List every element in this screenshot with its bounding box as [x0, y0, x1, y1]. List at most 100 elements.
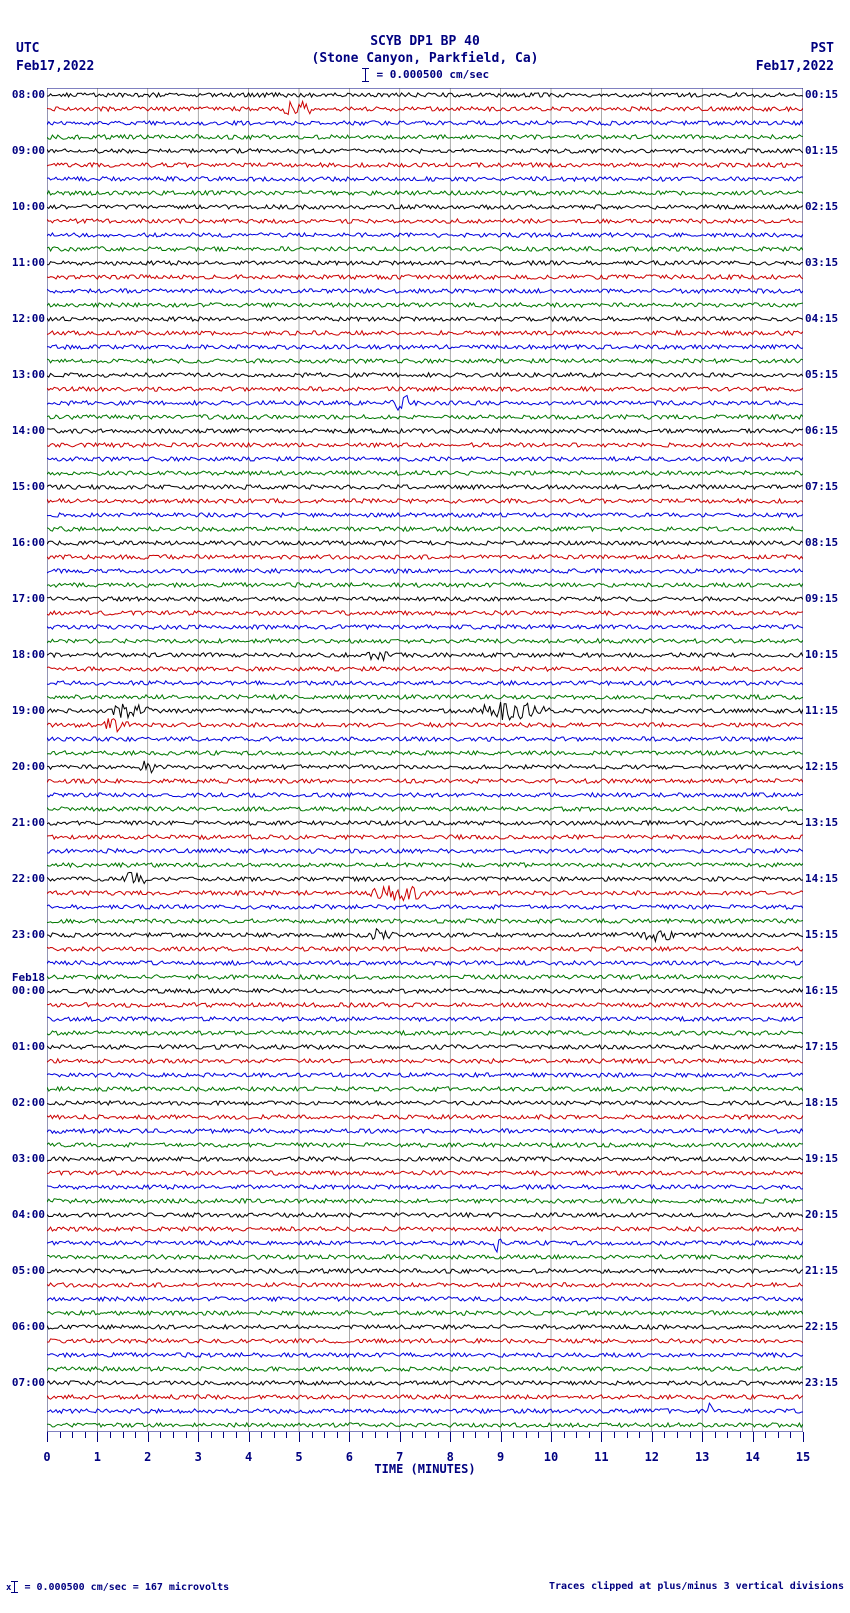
trace-row	[47, 1339, 803, 1343]
y-label-left: 23:00	[12, 928, 45, 941]
trace-row	[47, 1213, 803, 1217]
trace-row	[47, 929, 803, 942]
trace-row	[47, 583, 803, 587]
y-label-left: 14:00	[12, 424, 45, 437]
y-label-left: 03:00	[12, 1152, 45, 1165]
y-label-right: 12:15	[805, 760, 838, 773]
y-label-right: 16:15	[805, 984, 838, 997]
trace-row	[47, 863, 803, 867]
x-axis-title: TIME (MINUTES)	[0, 1462, 850, 1476]
trace-row	[47, 989, 803, 993]
y-label-left: 13:00	[12, 368, 45, 381]
trace-row	[47, 975, 803, 979]
trace-row	[47, 387, 803, 391]
trace-row	[47, 205, 803, 209]
y-label-left: 08:00	[12, 88, 45, 101]
trace-row	[47, 667, 803, 671]
footer-left: x = 0.000500 cm/sec = 167 microvolts	[6, 1581, 229, 1593]
y-label-left: 06:00	[12, 1320, 45, 1333]
trace-row	[47, 835, 803, 839]
trace-row	[47, 101, 803, 114]
tz-right: PST Feb17,2022	[756, 40, 834, 75]
trace-row	[47, 1059, 803, 1063]
trace-row	[47, 905, 803, 909]
trace-row	[47, 1297, 803, 1301]
y-label-left: 19:00	[12, 704, 45, 717]
y-label-right: 18:15	[805, 1096, 838, 1109]
y-label-right: 03:15	[805, 256, 838, 269]
trace-row	[47, 527, 803, 531]
trace-row	[47, 93, 803, 97]
trace-row	[47, 1269, 803, 1273]
scale-indicator: = 0.000500 cm/sec	[0, 68, 850, 82]
tz-left-date: Feb17,2022	[16, 58, 94, 76]
trace-row	[47, 807, 803, 811]
y-label-left: 07:00	[12, 1376, 45, 1389]
y-label-left: 21:00	[12, 816, 45, 829]
trace-row	[47, 1129, 803, 1133]
trace-row	[47, 961, 803, 965]
trace-row	[47, 233, 803, 237]
trace-row	[47, 1171, 803, 1175]
header: SCYB DP1 BP 40 (Stone Canyon, Parkfield,…	[0, 34, 850, 68]
tz-right-date: Feb17,2022	[756, 58, 834, 76]
trace-row	[47, 737, 803, 741]
y-label-left: 12:00	[12, 312, 45, 325]
trace-row	[47, 793, 803, 797]
trace-row	[47, 1353, 803, 1357]
trace-row	[47, 373, 803, 377]
trace-row	[47, 639, 803, 643]
trace-row	[47, 1017, 803, 1021]
trace-row	[47, 872, 803, 883]
trace-row	[47, 886, 803, 901]
y-label-right: 00:15	[805, 88, 838, 101]
y-label-right: 09:15	[805, 592, 838, 605]
trace-row	[47, 611, 803, 615]
y-label-right: 14:15	[805, 872, 838, 885]
trace-row	[47, 415, 803, 419]
y-label-right: 04:15	[805, 312, 838, 325]
trace-row	[47, 1227, 803, 1231]
trace-row	[47, 1255, 803, 1259]
trace-row	[47, 191, 803, 195]
trace-row	[47, 275, 803, 279]
trace-row	[47, 219, 803, 223]
y-label-left: 15:00	[12, 480, 45, 493]
trace-row	[47, 429, 803, 433]
trace-row	[47, 121, 803, 125]
trace-row	[47, 702, 803, 720]
trace-row	[47, 625, 803, 629]
trace-row	[47, 652, 803, 661]
tz-left-zone: UTC	[16, 40, 94, 58]
trace-row	[47, 485, 803, 489]
trace-row	[47, 1143, 803, 1147]
trace-row	[47, 541, 803, 545]
y-label-right: 05:15	[805, 368, 838, 381]
y-label-right: 21:15	[805, 1264, 838, 1277]
y-label-left: 22:00	[12, 872, 45, 885]
scale-bar-icon	[365, 68, 366, 82]
trace-row	[47, 317, 803, 321]
trace-row	[47, 177, 803, 181]
trace-row	[47, 761, 803, 773]
trace-row	[47, 471, 803, 475]
y-label-left: 01:00	[12, 1040, 45, 1053]
trace-row	[47, 331, 803, 335]
trace-row	[47, 849, 803, 853]
trace-row	[47, 681, 803, 685]
y-label-left: 18:00	[12, 648, 45, 661]
y-label-left: 05:00	[12, 1264, 45, 1277]
footer: x = 0.000500 cm/sec = 167 microvolts Tra…	[6, 1581, 844, 1593]
location-line: (Stone Canyon, Parkfield, Ca)	[0, 51, 850, 68]
footer-right: Traces clipped at plus/minus 3 vertical …	[549, 1581, 844, 1593]
trace-row	[47, 1185, 803, 1189]
trace-row	[47, 396, 803, 411]
trace-row	[47, 303, 803, 307]
trace-row	[47, 569, 803, 573]
trace-row	[47, 1157, 803, 1161]
trace-row	[47, 718, 803, 731]
y-label-right: 13:15	[805, 816, 838, 829]
tz-left: UTC Feb17,2022	[16, 40, 94, 75]
trace-row	[47, 163, 803, 167]
y-label-right: 02:15	[805, 200, 838, 213]
